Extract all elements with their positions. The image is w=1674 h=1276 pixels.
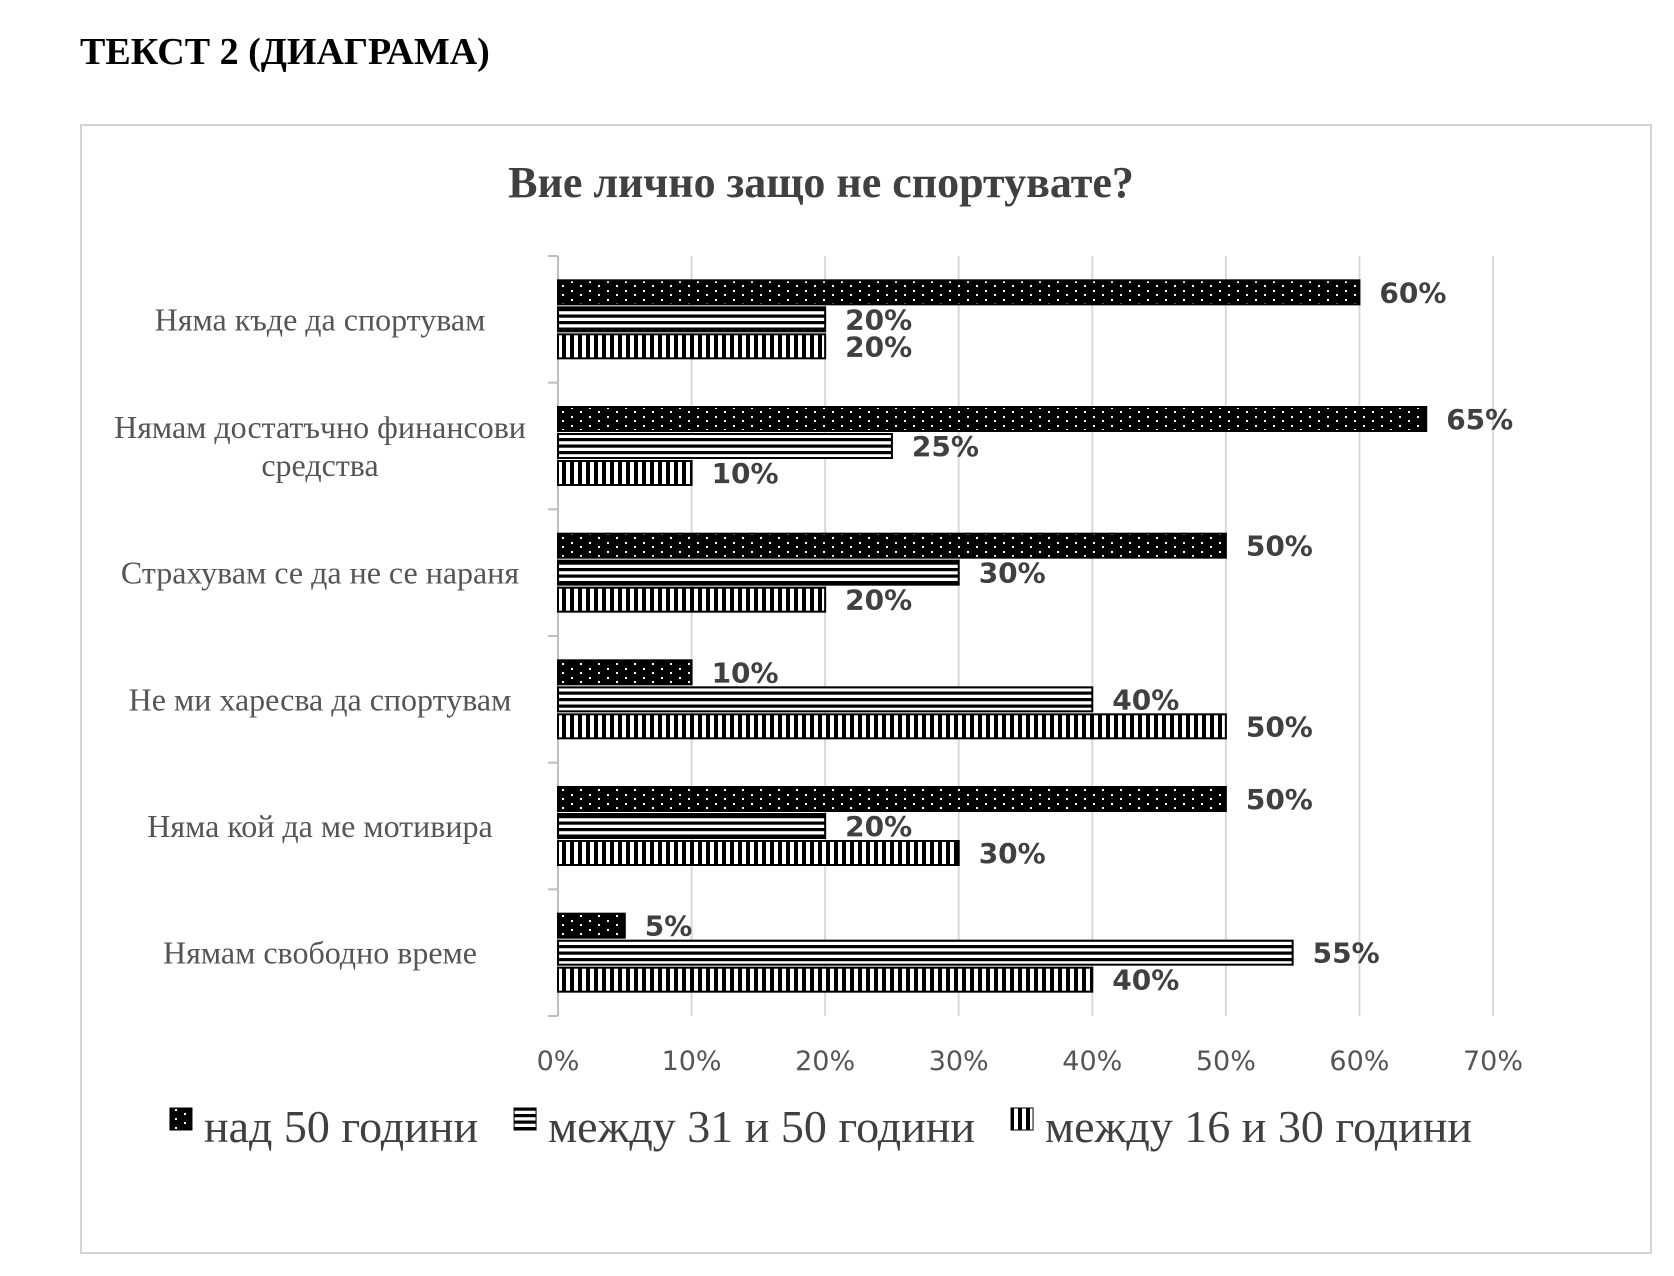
bar-vertical-stripes xyxy=(557,713,1227,740)
x-tick-label: 40% xyxy=(1062,1046,1122,1077)
bar-dots xyxy=(557,786,1227,812)
legend-item: между 31 и 50 години xyxy=(513,1101,975,1152)
legend-label: между 31 и 50 години xyxy=(548,1101,975,1152)
bar-vertical-stripes xyxy=(557,586,827,613)
x-tick-label: 10% xyxy=(662,1046,722,1077)
bar-dots xyxy=(557,912,626,939)
bar-horizontal-stripes xyxy=(557,306,827,333)
bar-horizontal-stripes xyxy=(557,686,1094,713)
data-label: 55% xyxy=(1313,937,1380,970)
chart-frame: Вие лично защо не спортувате? Няма къде … xyxy=(80,124,1652,1254)
data-label: 30% xyxy=(979,557,1046,590)
data-label: 40% xyxy=(1112,964,1179,997)
bar-vertical-stripes xyxy=(557,333,827,360)
data-label: 30% xyxy=(979,837,1046,870)
bar-vertical-stripes xyxy=(557,460,693,486)
bar-dots xyxy=(557,279,1361,306)
legend-label: между 16 и 30 години xyxy=(1045,1101,1472,1152)
category-label: Нямам достатъчно финансови средства xyxy=(114,409,526,483)
x-tick-label: 60% xyxy=(1329,1046,1389,1077)
category-label: Страхувам се да не се нараня xyxy=(121,555,519,591)
bar-chart: Вие лично защо не спортувате? Няма къде … xyxy=(114,158,1523,1152)
data-label: 50% xyxy=(1246,710,1313,743)
bar-vertical-stripes xyxy=(557,840,960,866)
chart-title: Вие лично защо не спортувате? xyxy=(508,158,1134,207)
legend-item: над 50 години xyxy=(169,1101,478,1152)
data-label: 20% xyxy=(845,584,912,617)
category-label: Няма къде да спортувам xyxy=(155,301,486,337)
data-label: 10% xyxy=(712,457,779,490)
grid-lines xyxy=(548,255,1494,1017)
bar-dots xyxy=(557,659,693,686)
x-axis-ticks: 0% 10% 20% 30% 40% 50% 60% 70% xyxy=(537,1046,1523,1077)
data-label: 65% xyxy=(1446,403,1513,436)
bar-dots xyxy=(557,406,1428,432)
data-label: 60% xyxy=(1379,276,1446,309)
data-label: 10% xyxy=(712,656,779,689)
bar-dots xyxy=(557,532,1227,559)
x-tick-label: 20% xyxy=(795,1046,855,1077)
x-tick-label: 50% xyxy=(1196,1046,1256,1077)
data-labels: 60%20%20%65%25%10%50%30%20%10%40%50%50%2… xyxy=(645,276,1513,996)
data-label: 20% xyxy=(845,330,912,363)
bar-vertical-stripes xyxy=(557,966,1094,993)
bar-horizontal-stripes xyxy=(557,939,1294,966)
category-label: Не ми харесва да спортувам xyxy=(129,681,512,717)
legend-swatch xyxy=(169,1107,193,1131)
x-tick-label: 0% xyxy=(537,1046,580,1077)
data-label: 20% xyxy=(845,810,912,843)
data-label: 40% xyxy=(1112,683,1179,716)
legend-swatch xyxy=(1010,1107,1034,1131)
data-label: 20% xyxy=(845,303,912,336)
category-labels: Няма къде да спортувам Нямам достатъчно ф… xyxy=(114,301,526,970)
x-tick-label: 70% xyxy=(1463,1046,1523,1077)
data-label: 50% xyxy=(1246,530,1313,563)
legend-swatch xyxy=(513,1107,537,1131)
data-label: 5% xyxy=(645,910,693,943)
data-label: 50% xyxy=(1246,783,1313,816)
bar-horizontal-stripes xyxy=(557,433,893,459)
data-label: 25% xyxy=(912,430,979,463)
x-tick-label: 30% xyxy=(929,1046,989,1077)
category-label: Няма кой да ме мотивира xyxy=(147,808,492,844)
bar-horizontal-stripes xyxy=(557,813,827,839)
legend: над 50 години между 31 и 50 години между 1… xyxy=(169,1101,1472,1152)
legend-label: над 50 години xyxy=(204,1101,478,1152)
page-heading: ТЕКСТ 2 (ДИАГРАМА) xyxy=(80,31,490,73)
bar-horizontal-stripes xyxy=(557,559,960,586)
bars xyxy=(557,279,1428,993)
legend-item: между 16 и 30 години xyxy=(1010,1101,1472,1152)
category-label: Нямам свободно време xyxy=(163,935,477,971)
